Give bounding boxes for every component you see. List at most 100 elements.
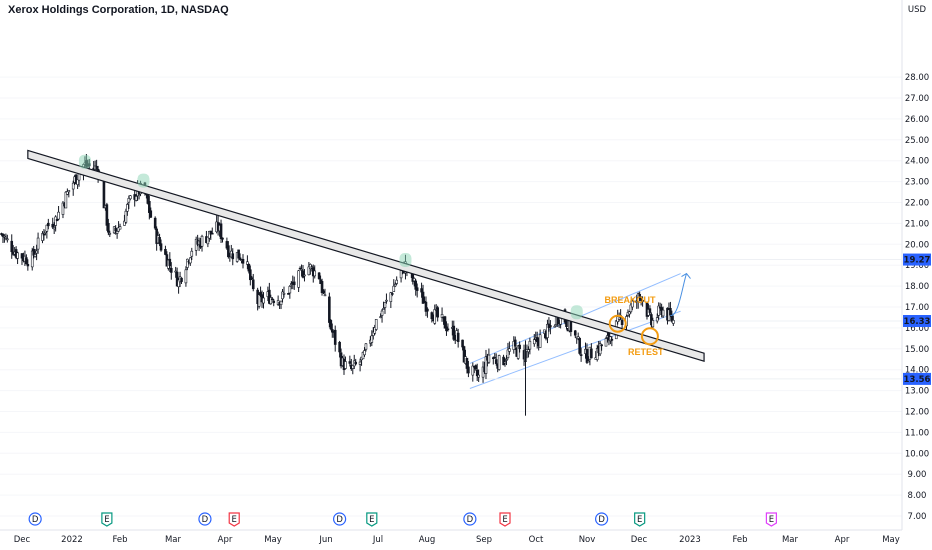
- candle-body: [126, 204, 129, 212]
- candle-body: [30, 250, 34, 268]
- candle-body: [610, 338, 614, 341]
- candle-body: [149, 210, 153, 218]
- candle-body: [348, 361, 352, 364]
- candle-body: [287, 293, 290, 295]
- candle-body: [415, 287, 419, 291]
- candle-body: [262, 297, 265, 304]
- annotation-label: BREAKOUT: [605, 295, 657, 305]
- candle-body: [424, 301, 428, 312]
- candle-body: [257, 294, 261, 307]
- candle-body: [251, 279, 255, 290]
- candle-body: [487, 354, 491, 363]
- earnings-marker: [499, 512, 511, 527]
- x-tick-label: Apr: [835, 535, 850, 545]
- y-tick-label: 8.00: [908, 491, 927, 501]
- candle-body: [380, 310, 384, 316]
- candle-body: [292, 281, 296, 286]
- candle-body: [74, 174, 78, 184]
- event-label: D: [32, 515, 39, 525]
- candle-body: [148, 200, 151, 213]
- candle-body: [249, 269, 252, 281]
- candle-body: [385, 299, 388, 302]
- candle-body: [323, 294, 327, 297]
- candle-body: [313, 270, 317, 277]
- earnings-marker: [634, 512, 646, 527]
- candle-body: [631, 300, 634, 308]
- candle-body: [382, 308, 385, 310]
- candle-body: [590, 348, 593, 359]
- candle-body: [238, 257, 242, 260]
- x-tick-label: Dec: [631, 535, 648, 545]
- candle-body: [200, 235, 204, 247]
- time-axis[interactable]: Dec 2022 Feb Mar Apr May Jun Jul Aug Sep Oct Nov Dec…: [14, 535, 900, 545]
- candle-body: [115, 231, 119, 234]
- candle-body: [288, 286, 292, 294]
- candle-body: [494, 359, 498, 364]
- candle-body: [189, 257, 192, 264]
- dividend-marker: [595, 512, 609, 526]
- candle-body: [270, 298, 274, 301]
- projection-arrowhead: [681, 272, 691, 279]
- candle-body: [184, 269, 188, 284]
- candle-body: [301, 270, 305, 278]
- candle-body: [124, 210, 128, 223]
- candle-body: [358, 361, 362, 365]
- candle-body: [25, 257, 28, 265]
- candle-body: [587, 360, 590, 363]
- candle-body: [300, 269, 303, 271]
- candle-body: [186, 258, 189, 268]
- candle-body: [443, 316, 447, 329]
- candle-body: [6, 238, 9, 241]
- candle-body: [527, 349, 530, 353]
- candle-body: [474, 365, 478, 370]
- candle-body: [250, 277, 254, 280]
- trendline-band: [27, 149, 705, 362]
- y-tick-label: 27.00: [905, 94, 929, 104]
- x-tick-label: Feb: [732, 535, 747, 545]
- candle-body: [553, 325, 557, 328]
- touch-highlight: [78, 154, 91, 169]
- earnings-marker: [101, 512, 113, 527]
- candle-body: [118, 226, 122, 230]
- candle-body: [354, 361, 358, 365]
- candle-body: [67, 189, 71, 193]
- candle-body: [237, 249, 240, 259]
- candle-body: [620, 319, 624, 325]
- y-tick-label: 13.00: [905, 387, 929, 397]
- candle-body: [107, 222, 110, 233]
- candle-body: [190, 250, 194, 257]
- candle-body: [95, 165, 98, 169]
- price-label: 13.56: [904, 375, 931, 385]
- candle-body: [169, 267, 173, 273]
- chart-title: Xerox Holdings Corporation, 1D, NASDAQ: [8, 4, 229, 16]
- y-tick-label: 20.00: [905, 240, 929, 250]
- candle-body: [180, 277, 183, 282]
- candle-body: [333, 329, 337, 345]
- y-tick-label: 14.00: [905, 366, 929, 376]
- candle-body: [168, 258, 172, 266]
- y-tick-label: 18.00: [905, 282, 929, 292]
- candle-body: [392, 285, 396, 292]
- candle-body: [374, 319, 378, 330]
- candle-body: [505, 359, 508, 361]
- y-tick-label: 17.00: [905, 303, 929, 313]
- candle-body: [528, 340, 532, 350]
- candle-body: [628, 311, 631, 315]
- candle-body: [430, 312, 434, 320]
- price-axis[interactable]: 7.00 8.00 9.00 10.00 11.00 12.00 13.00 14.00 15.…: [903, 73, 931, 522]
- candle-body: [383, 302, 387, 308]
- candle-body: [298, 267, 302, 270]
- x-tick-label: Dec: [14, 535, 31, 545]
- event-label: E: [502, 515, 507, 525]
- candle-body: [219, 223, 223, 239]
- price-label: 16.33: [904, 317, 931, 327]
- candle-body: [420, 288, 423, 293]
- candle-body: [153, 217, 157, 229]
- candle-body: [638, 293, 641, 297]
- y-tick-label: 11.00: [905, 428, 929, 438]
- candle-body: [573, 330, 577, 336]
- candle-body: [64, 191, 68, 209]
- y-tick-label: 15.00: [905, 345, 929, 355]
- candle-body: [452, 325, 456, 340]
